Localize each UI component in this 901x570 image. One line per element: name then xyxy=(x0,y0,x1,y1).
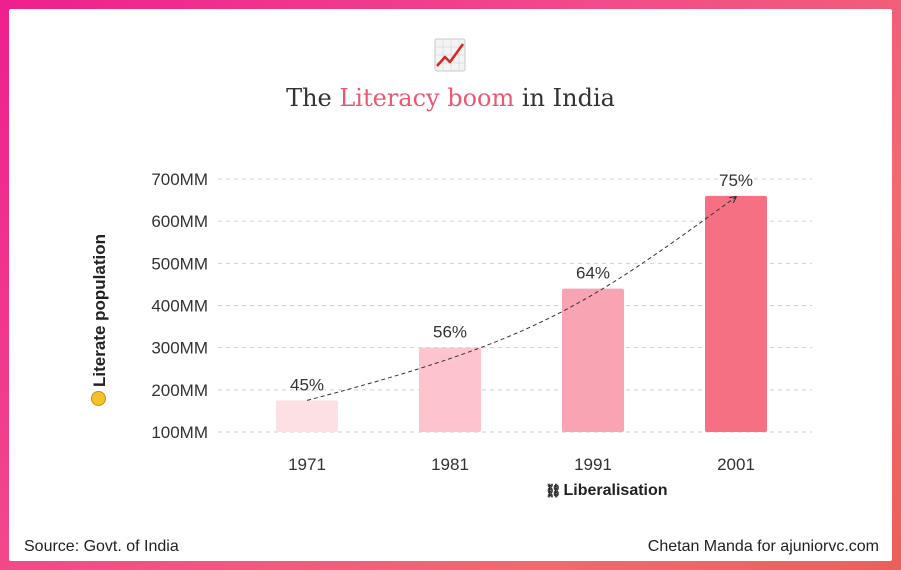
trend-line xyxy=(306,197,736,401)
bar-2001 xyxy=(705,195,767,432)
credit-note: Chetan Manda for ajuniorvc.com xyxy=(647,538,879,555)
title-highlight: Literacy boom xyxy=(339,84,515,112)
liberalisation-annotation: ⛓ Liberalisation xyxy=(545,482,668,500)
x-tick-label: 2001 xyxy=(717,455,755,474)
chart-increasing-icon xyxy=(434,38,466,72)
bar-1991 xyxy=(562,288,624,432)
y-axis-label: Literate population xyxy=(90,234,110,406)
annotation-text: Liberalisation xyxy=(563,482,668,499)
data-label: 45% xyxy=(290,375,324,394)
face-icon xyxy=(91,391,106,406)
x-tick-label: 1981 xyxy=(431,455,469,474)
data-label: 56% xyxy=(433,323,467,342)
y-axis-label-text: Literate population xyxy=(90,234,109,387)
y-tick-label: 700MM xyxy=(151,170,208,189)
y-tick-label: 600MM xyxy=(151,212,208,231)
data-label: 75% xyxy=(719,171,753,190)
y-tick-label: 300MM xyxy=(151,339,208,358)
shackles-icon: ⛓ xyxy=(545,483,562,498)
y-tick-label: 400MM xyxy=(151,297,208,316)
bar-1981 xyxy=(419,347,481,432)
chart-title: The Literacy boom in India xyxy=(0,84,901,112)
bar-1971 xyxy=(276,400,338,432)
title-suffix: in India xyxy=(514,84,615,112)
data-label: 64% xyxy=(576,264,610,283)
title-prefix: The xyxy=(286,84,340,112)
y-tick-label: 200MM xyxy=(151,381,208,400)
source-note: Source: Govt. of India xyxy=(24,538,179,555)
x-tick-label: 1971 xyxy=(288,455,326,474)
y-tick-label: 100MM xyxy=(151,423,208,442)
x-tick-label: 1991 xyxy=(574,455,612,474)
y-tick-label: 500MM xyxy=(151,254,208,273)
